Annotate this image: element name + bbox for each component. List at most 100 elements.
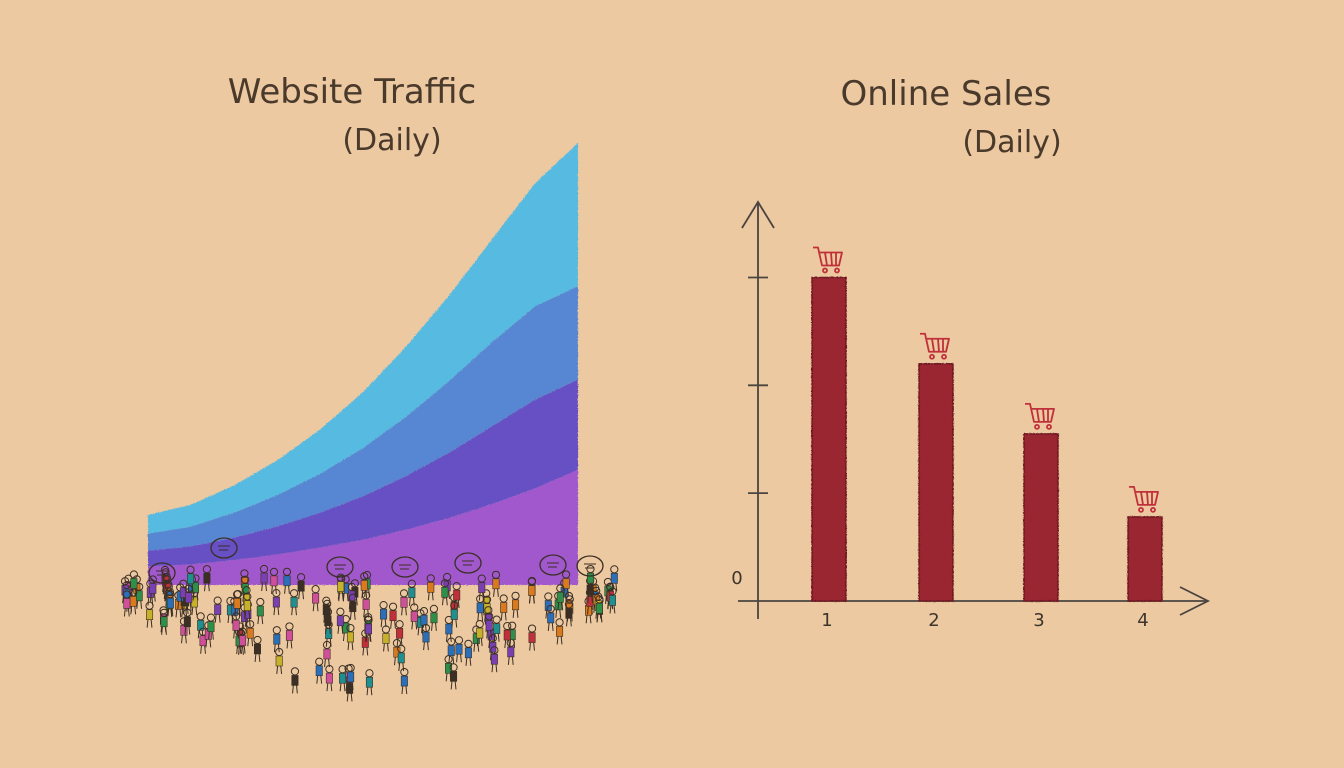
traffic-area-layer-2 xyxy=(148,379,578,567)
person-figure xyxy=(148,575,157,602)
person-figure xyxy=(206,613,216,640)
person-figure xyxy=(290,667,300,694)
crowd-of-people-icon xyxy=(120,537,619,702)
person-figure xyxy=(338,665,347,692)
traffic-chart-title: Website Traffic xyxy=(228,72,477,112)
sales-chart-subtitle: (Daily) xyxy=(962,125,1061,160)
x-tick-label-2: 2 xyxy=(928,610,939,631)
person-figure xyxy=(476,594,485,621)
person-figure xyxy=(527,577,536,604)
person-figure xyxy=(311,585,320,612)
person-figure xyxy=(421,623,431,651)
person-figure xyxy=(129,570,139,597)
person-figure xyxy=(586,564,595,592)
person-figure xyxy=(289,589,299,616)
person-figure xyxy=(145,601,154,628)
shopping-cart-icon xyxy=(1129,485,1159,513)
traffic-area-layer-1 xyxy=(148,469,578,585)
person-figure xyxy=(315,657,324,684)
person-figure xyxy=(400,667,409,695)
person-figure xyxy=(202,565,212,592)
sales-x-labels: 1 2 3 4 xyxy=(821,610,1148,631)
person-figure xyxy=(499,594,508,621)
shopping-cart-icon xyxy=(813,246,843,274)
person-figure xyxy=(454,636,464,663)
person-figure xyxy=(213,596,222,623)
person-figure xyxy=(336,607,345,634)
person-figure xyxy=(336,573,345,600)
person-figure xyxy=(485,612,494,639)
x-tick-label-4: 4 xyxy=(1137,610,1148,631)
person-figure xyxy=(475,619,484,647)
sales-chart: Online Sales (Daily) 0 1 2 3 4 xyxy=(731,74,1211,631)
speech-bubble-icon xyxy=(210,537,238,559)
person-figure xyxy=(364,615,373,643)
person-figure xyxy=(464,639,473,666)
speech-bubble-icon xyxy=(539,554,567,576)
speech-bubble-icon xyxy=(326,556,354,578)
person-figure xyxy=(527,624,537,651)
sales-bar-4 xyxy=(1127,516,1163,602)
person-figure xyxy=(556,584,565,611)
person-figure xyxy=(346,623,355,651)
person-figure xyxy=(503,621,512,649)
person-figure xyxy=(282,567,292,594)
person-figure xyxy=(275,647,284,675)
traffic-chart-subtitle: (Daily) xyxy=(342,123,441,158)
sales-bars xyxy=(811,246,1163,602)
person-figure xyxy=(492,615,501,642)
person-figure xyxy=(325,665,334,692)
person-figure xyxy=(253,635,262,663)
person-figure xyxy=(595,595,604,622)
person-figure xyxy=(272,626,281,653)
person-figure xyxy=(410,603,419,630)
person-figure xyxy=(447,637,456,664)
person-figure xyxy=(491,570,501,597)
person-figure xyxy=(166,590,175,617)
person-figure xyxy=(546,604,555,632)
person-figure xyxy=(429,604,439,631)
person-figure xyxy=(238,627,247,654)
person-figure xyxy=(297,573,306,600)
person-figure xyxy=(395,620,404,647)
person-figure xyxy=(511,591,520,618)
person-figure xyxy=(506,638,515,665)
traffic-area-layers xyxy=(148,142,578,585)
person-figure xyxy=(322,640,332,668)
person-figure xyxy=(259,564,269,592)
sales-bar-1 xyxy=(811,276,847,602)
person-figure xyxy=(365,669,374,696)
person-figure xyxy=(246,620,255,647)
person-figure xyxy=(388,602,398,629)
traffic-area-layer-4 xyxy=(148,142,578,534)
person-figure xyxy=(490,646,499,673)
traffic-area-layer-3 xyxy=(148,286,578,551)
person-figure xyxy=(555,618,564,645)
person-figure xyxy=(346,663,355,691)
person-figure xyxy=(348,593,357,620)
person-figure xyxy=(564,600,574,627)
person-figure xyxy=(323,607,333,634)
person-figure xyxy=(379,601,388,628)
speech-bubble-icon xyxy=(454,552,482,574)
person-figure xyxy=(508,621,517,648)
person-figure xyxy=(243,592,252,619)
y-axis-arrow-icon xyxy=(741,200,775,229)
sales-chart-title: Online Sales xyxy=(841,74,1052,114)
y-zero-label: 0 xyxy=(731,568,742,589)
person-figure xyxy=(399,589,409,616)
person-figure xyxy=(397,644,406,671)
person-figure xyxy=(426,574,435,601)
sales-bar-3 xyxy=(1023,433,1059,602)
person-figure xyxy=(360,572,369,599)
speech-bubble-icon xyxy=(148,562,176,584)
person-figure xyxy=(184,584,193,611)
speech-bubble-icon xyxy=(391,556,419,578)
person-figure xyxy=(381,625,391,652)
person-figure xyxy=(231,612,241,639)
person-figure xyxy=(256,597,265,625)
person-figure xyxy=(449,663,458,690)
person-figure xyxy=(440,579,449,606)
